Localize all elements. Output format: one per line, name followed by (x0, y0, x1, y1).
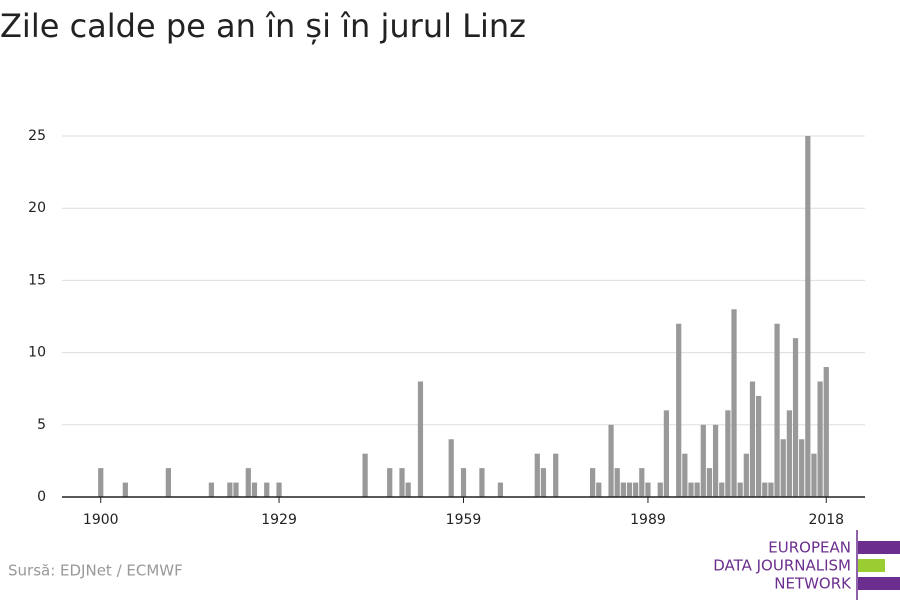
bar (165, 468, 171, 497)
bar (534, 453, 540, 497)
bar (251, 482, 258, 497)
y-tick-label: 10 (28, 345, 46, 361)
y-tick-label: 15 (28, 272, 46, 288)
bar (823, 367, 829, 497)
bar (706, 468, 713, 497)
bar (768, 482, 774, 497)
bar (122, 482, 128, 497)
bar (479, 468, 485, 497)
bar (792, 338, 799, 497)
bar (387, 468, 393, 497)
bar (245, 468, 251, 497)
bar (639, 468, 645, 497)
bar (227, 482, 233, 497)
bar (786, 410, 792, 497)
bar (805, 136, 811, 497)
bar (614, 468, 620, 497)
bar (417, 381, 424, 497)
bar (682, 453, 688, 497)
bar (362, 453, 368, 497)
x-tick-label: 2018 (808, 512, 844, 528)
bar (737, 482, 743, 497)
bar (657, 482, 663, 497)
logo-bar (858, 559, 885, 572)
x-tick-label: 1929 (261, 512, 297, 528)
y-tick-label: 0 (37, 489, 46, 505)
bar (596, 482, 602, 497)
x-tick-label: 1989 (630, 512, 666, 528)
bar (817, 381, 823, 497)
bar (540, 468, 547, 497)
bar (694, 482, 700, 497)
bar (731, 309, 737, 497)
bar (676, 323, 682, 497)
bar (719, 482, 725, 497)
bar (405, 482, 411, 497)
bar (448, 439, 454, 497)
logo-text: NETWORK (774, 575, 852, 593)
bar (497, 482, 504, 497)
bar (633, 482, 639, 497)
x-tick-label: 1959 (446, 512, 482, 528)
bar (799, 439, 805, 497)
bar (743, 453, 749, 497)
bar (762, 482, 768, 497)
y-tick-label: 5 (37, 417, 46, 433)
bar (553, 453, 559, 497)
bar (780, 439, 786, 497)
bar (774, 323, 780, 497)
bar (700, 424, 706, 497)
bar (626, 482, 633, 497)
bar (620, 482, 626, 497)
bar (749, 381, 756, 497)
y-tick-label: 20 (28, 200, 46, 216)
bar (756, 395, 762, 497)
logo-text: EUROPEAN (768, 539, 851, 557)
y-tick-label: 25 (28, 128, 46, 144)
bar (276, 482, 282, 497)
bar (233, 482, 239, 497)
bar (264, 482, 270, 497)
chart-title: Zile calde pe an în și în jurul Linz (0, 7, 526, 45)
bar (712, 424, 719, 497)
bar (460, 468, 467, 497)
bar (590, 468, 596, 497)
bar (663, 410, 670, 497)
x-tick-label: 1900 (83, 512, 119, 528)
logo-text: DATA JOURNALISM (713, 557, 851, 575)
bar (645, 482, 651, 497)
bar (208, 482, 215, 497)
bar (399, 468, 405, 497)
bar (688, 482, 694, 497)
source: Sursă: EDJNet / ECMWF (8, 562, 183, 580)
bar (725, 410, 731, 497)
logo-bar (858, 541, 900, 554)
bar (98, 468, 104, 497)
bar (811, 453, 817, 497)
bar (608, 424, 614, 497)
logo-bar (858, 577, 900, 590)
